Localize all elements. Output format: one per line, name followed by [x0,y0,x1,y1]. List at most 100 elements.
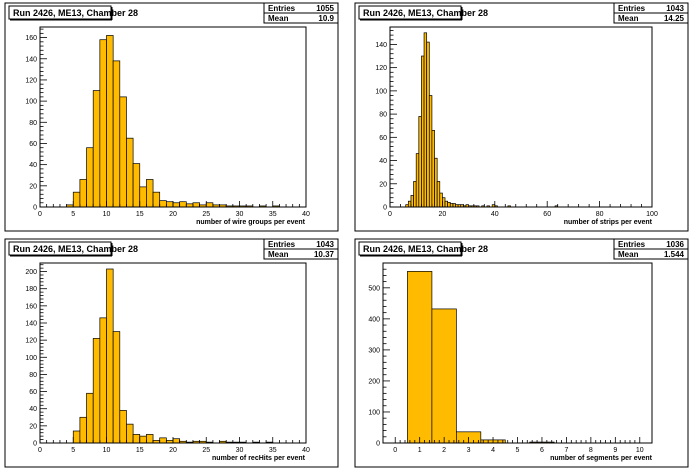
histogram-bin [159,200,167,208]
histogram-bin [146,434,154,444]
y-tick-label: 80 [29,372,37,379]
stats-box-1: Entries 1055 Mean 10.9 [263,2,339,24]
y-tick-label: 80 [379,112,387,119]
histogram-bin [92,90,101,208]
x-tick-label: 25 [202,211,210,218]
stats-entries-value-3: 1043 [316,240,334,249]
y-tick-label: 400 [368,316,380,323]
histogram-bin [192,202,200,208]
histogram-bin [413,181,417,208]
x-tick-label: 20 [169,447,177,454]
panel-frame-2 [354,2,689,232]
histogram-bin [423,32,428,208]
histogram-bin [426,41,430,208]
histogram-bin [166,201,174,208]
x-tick-label: 80 [596,211,604,218]
histogram-plot-wire-groups: 0 5 10 15 20 25 30 35 40 0 20 40 60 80 100 120 140 160 [25,26,310,218]
x-tick-label: 15 [136,211,144,218]
y-tick-label: 60 [29,389,37,396]
y-tick-label: 120 [25,338,37,345]
stats-entries-label-4: Entries [618,240,646,249]
y-tick-label: 160 [25,303,37,310]
y-tick-label: 40 [29,162,37,169]
panel-frame-4 [354,238,689,468]
y-tick-label: 0 [376,441,380,448]
x-tick-label: 10 [103,211,111,218]
panel-title-box-3: Run 2426, ME13, Chamber 28 [8,241,138,257]
y-tick-label: 100 [25,355,37,362]
stats-entries-label-2: Entries [618,4,646,13]
y-tick-label: 20 [29,423,37,430]
histogram-bin [421,55,425,208]
x-tick-label: 40 [302,447,310,454]
y-tick-label: 60 [379,135,387,142]
stats-entries-label-3: Entries [268,240,296,249]
x-tick-label: 0 [38,211,42,218]
x-tick-label: 8 [589,447,593,454]
plot-frame [389,26,653,208]
histogram-bin [172,438,181,444]
y-tick-label: 80 [29,120,37,127]
x-axis-title-4: number of segments per event [550,455,653,462]
histogram-bin [106,268,114,444]
histogram-bin [205,202,214,208]
histogram-bin [159,437,167,444]
x-tick-label: 0 [388,211,392,218]
histogram-bin [72,191,81,208]
x-tick-label: 6 [540,447,544,454]
histogram-bin [126,137,134,208]
panel-title-4: Run 2426, ME13, Chamber 28 [363,244,488,254]
stats-mean-value-1: 10.9 [318,14,334,23]
y-tick-label: 0 [33,205,37,212]
histogram-bin [428,95,433,208]
x-tick-label: 0 [393,447,397,454]
panel-title-1: Run 2426, ME13, Chamber 28 [13,8,138,18]
stats-entries-value-1: 1055 [316,4,334,13]
stats-mean-label-4: Mean [618,250,639,259]
x-tick-label: 9 [613,447,617,454]
histogram-bin [112,331,121,444]
histogram-bin [132,163,141,208]
x-tick-label: 7 [564,447,568,454]
histogram-bars [405,32,559,208]
y-tick-label: 300 [368,347,380,354]
histogram-bin [172,202,181,208]
histogram-bin [444,200,448,208]
histogram-bin [139,186,147,208]
panel-title-box-4: Run 2426, ME13, Chamber 28 [358,241,488,257]
x-tick-label: 25 [202,447,210,454]
y-tick-label: 0 [33,441,37,448]
histogram-bin [146,179,154,208]
stats-mean-label-3: Mean [268,250,289,259]
histogram-bin [436,181,441,208]
x-tick-label: 40 [302,211,310,218]
x-tick-label: 3 [467,447,471,454]
stats-mean-value-2: 14.25 [664,14,685,23]
histogram-bin [106,35,114,208]
panel-title-2: Run 2426, ME13, Chamber 28 [363,8,488,18]
histogram-bin [86,392,94,444]
stats-entries-value-2: 1043 [666,4,684,13]
histogram-bin [79,416,87,444]
x-tick-label: 10 [636,447,644,454]
x-tick-label: 4 [491,447,495,454]
stats-mean-label-2: Mean [618,14,639,23]
stats-box-2: Entries 1043 Mean 14.25 [613,2,689,24]
x-tick-label: 5 [516,447,520,454]
x-tick-label: 0 [38,447,42,454]
x-tick-label: 30 [236,447,244,454]
y-tick-label: 200 [25,269,37,276]
histogram-bin [132,434,141,444]
histogram-bin [447,202,451,208]
panel-frame-1 [4,2,339,232]
histogram-bin [126,423,134,444]
histogram-bin [99,39,107,208]
y-tick-label: 100 [375,88,387,95]
x-axis-title-2: number of strips per event [564,219,653,226]
histogram-plot-strips: 0 20 40 60 80 100 0 20 40 60 80 100 120 140 [375,26,658,218]
stats-box-3: Entries 1043 Mean 10.37 [263,238,339,260]
histogram-bars [66,35,280,208]
y-tick-label: 20 [379,181,387,188]
x-tick-label: 20 [169,211,177,218]
y-tick-label: 140 [375,42,387,49]
